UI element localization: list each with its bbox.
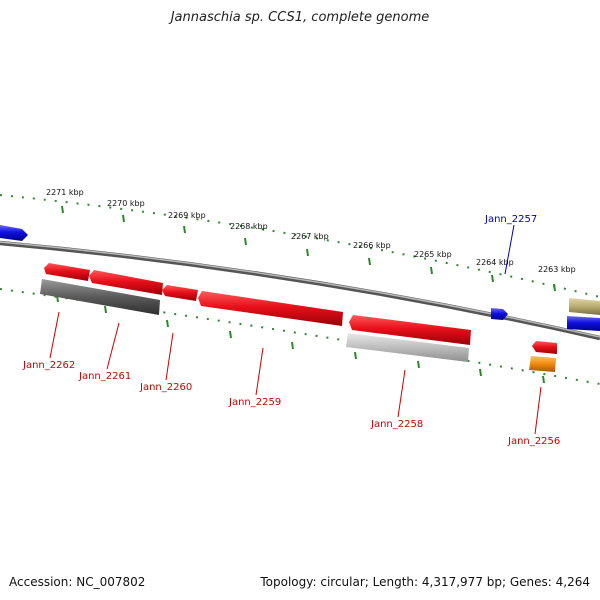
kbp-label: 2270 kbp [107,199,145,208]
gene-jann-2262-arrow[interactable] [44,263,90,281]
gene-track-dark-gray[interactable] [40,279,160,315]
label-leaders [49,224,542,435]
gene-track-orange[interactable] [529,356,556,372]
major-tick [291,341,294,350]
kbp-label: 2266 kbp [353,241,391,250]
gene-label-jann-2256[interactable]: Jann_2256 [507,436,560,447]
major-tick [104,305,107,314]
major-tick [244,237,247,246]
leader-line [49,311,60,359]
gene-jann-2257-arrow[interactable] [491,308,508,320]
gene-label-jann-2260[interactable]: Jann_2260 [139,382,192,393]
outer-major-ticks [61,205,556,292]
major-tick [479,368,482,377]
gene-labels: Jann_2262 Jann_2261 Jann_2260 Jann_2259 … [22,214,560,447]
kbp-labels: 2271 kbp 2270 kbp 2269 kbp 2268 kbp 2267… [46,188,576,274]
gene-right-edge-blue[interactable] [567,316,600,331]
leader-line [165,332,174,381]
major-tick [166,319,169,328]
gene-label-jann-2258[interactable]: Jann_2258 [370,419,423,430]
major-tick [542,375,545,384]
major-tick [229,330,232,339]
major-tick [306,248,309,257]
gene-jann-2258-arrow[interactable] [349,315,471,345]
gene-label-jann-2257[interactable]: Jann_2257 [484,214,537,225]
gene-track-light-gray[interactable] [346,333,469,362]
major-tick [417,360,420,369]
accession-text: Accession: NC_007802 [9,575,146,589]
leader-line [397,369,406,418]
major-tick [183,225,186,234]
kbp-label: 2265 kbp [414,250,452,259]
gene-left-edge-blue[interactable] [0,225,28,241]
major-tick [553,283,556,292]
gene-right-edge-khaki[interactable] [569,298,600,315]
leader-line [534,386,542,435]
kbp-label: 2271 kbp [46,188,84,197]
major-tick [354,351,357,360]
kbp-label: 2264 kbp [476,258,514,267]
genome-stats-text: Topology: circular; Length: 4,317,977 bp… [260,575,590,589]
kbp-label: 2268 kbp [230,222,268,231]
kbp-label: 2269 kbp [168,211,206,220]
gene-jann-2261-arrow[interactable] [89,270,163,295]
major-tick [491,274,494,283]
gene-jann-2259-arrow[interactable] [198,291,343,326]
inner-tick-ring [0,288,600,385]
major-tick [430,266,433,275]
kbp-label: 2267 kbp [291,232,329,241]
genome-title: Jannaschia sp. CCS1, complete genome [170,10,430,25]
gene-jann-2260-arrow[interactable] [162,285,198,301]
gene-label-jann-2261[interactable]: Jann_2261 [78,371,131,382]
genome-backbone-highlight [0,241,600,338]
leader-line [255,347,264,396]
leader-line [504,224,515,275]
gene-jann-2256-arrow[interactable] [532,341,557,354]
leader-line [106,322,120,370]
kbp-label: 2263 kbp [538,265,576,274]
major-tick [61,205,64,214]
gene-label-jann-2259[interactable]: Jann_2259 [228,397,281,408]
major-tick [368,257,371,266]
gene-label-jann-2262[interactable]: Jann_2262 [22,360,75,371]
genome-backbone [0,240,600,341]
major-tick [122,214,125,223]
